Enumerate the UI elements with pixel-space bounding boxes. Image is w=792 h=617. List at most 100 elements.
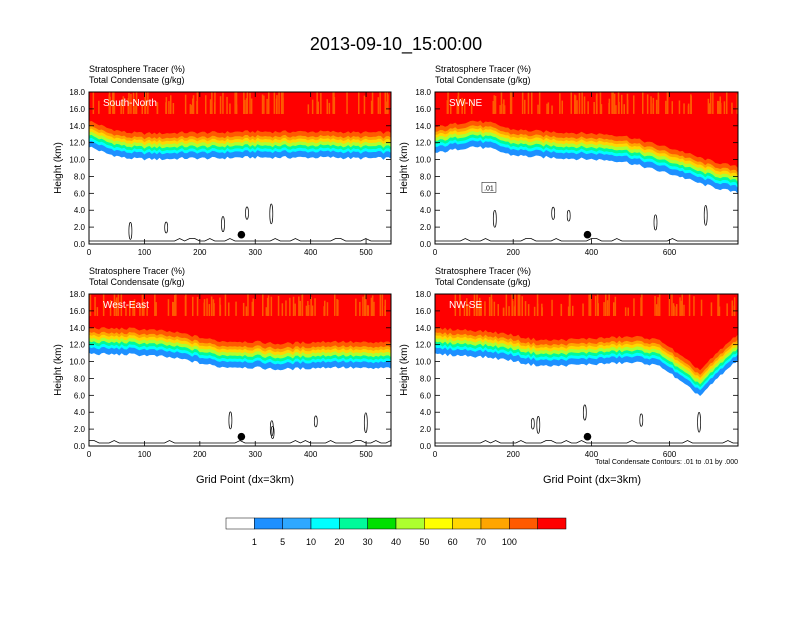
tracer-spike (310, 296, 312, 316)
tracer-spike (346, 92, 348, 114)
panel-2: Stratosphere Tracer (%)Total Condensate … (53, 266, 392, 459)
tracer-spike (461, 97, 463, 114)
y-axis-label: Height (km) (399, 142, 410, 194)
colorbar-swatch (225, 517, 255, 530)
tracer-spike (172, 103, 175, 114)
tracer-spike (250, 98, 253, 114)
colorbar: 1 5 10 20 30 40 50 60 70 100 (225, 517, 567, 547)
x-tick-label: 100 (138, 450, 152, 459)
tracer-spike (108, 94, 110, 114)
colorbar-swatch (537, 517, 567, 530)
tracer-spike (518, 294, 521, 316)
tracer-spike (358, 92, 360, 114)
tracer-spike (621, 94, 623, 114)
tracer-spike (314, 298, 316, 316)
tracer-spike (132, 92, 135, 114)
x-tick-label: 0 (433, 450, 438, 459)
tracer-spike (146, 307, 148, 316)
tracer-spike (736, 94, 738, 114)
tracer-spike (459, 294, 461, 316)
y-tick-label: 6.0 (74, 189, 86, 198)
tracer-spike (488, 297, 491, 316)
condensate-loop (582, 404, 587, 421)
tracer-spike (156, 104, 159, 114)
tracer-spike (570, 92, 572, 114)
y-tick-label: 8.0 (420, 172, 432, 181)
x-tick-label: 200 (193, 450, 207, 459)
tracer-spike (690, 95, 692, 114)
tracer-spike (307, 305, 310, 316)
tracer-spike (96, 307, 99, 316)
tracer-spike (89, 294, 92, 316)
tracer-spike (679, 297, 681, 316)
tracer-spike (133, 299, 136, 316)
tracer-spike (189, 104, 192, 114)
colorbar-swatch (367, 517, 397, 530)
y-tick-label: 6.0 (74, 391, 86, 400)
tracer-spike (278, 92, 280, 114)
tracer-spike (135, 92, 138, 114)
tracer-spike (144, 96, 147, 114)
colorbar-label: 10 (306, 537, 316, 547)
tracer-spike (370, 297, 373, 316)
tracer-spike (666, 92, 669, 114)
panel-header-line2: Total Condensate (g/kg) (435, 75, 531, 85)
tracer-spike (600, 104, 603, 114)
condensate-loop (653, 214, 658, 231)
y-tick-label: 2.0 (74, 425, 86, 434)
tracer-spike (537, 104, 539, 114)
x-tick-label: 600 (663, 450, 677, 459)
tracer-spike (379, 92, 381, 114)
tracer-spike (268, 92, 270, 114)
tracer-spike (655, 304, 658, 316)
tracer-spike (229, 103, 231, 114)
tracer-spike (211, 92, 213, 114)
tracer-spike (494, 95, 497, 114)
x-tick-label: 600 (663, 248, 677, 257)
tracer-spike (289, 297, 291, 316)
tracer-spike (130, 93, 132, 114)
y-tick-label: 10.0 (69, 358, 85, 367)
tracer-spike (112, 92, 114, 114)
tracer-spike (527, 92, 530, 114)
condensate-loop (269, 203, 274, 225)
y-tick-label: 14.0 (69, 122, 85, 131)
plot-frame (88, 293, 392, 447)
colorbar-swatch (424, 517, 453, 530)
condensate-loop (530, 417, 535, 430)
tracer-spike (524, 301, 527, 316)
tracer-spike (521, 296, 523, 316)
colorbar-label: 40 (391, 537, 401, 547)
tracer-spike (726, 92, 728, 114)
tracer-spike (533, 306, 536, 316)
tracer-spike (98, 100, 100, 114)
tracer-spike (463, 304, 466, 316)
condensate-loop (245, 206, 249, 220)
panel-header-line1: Stratosphere Tracer (%) (89, 266, 185, 276)
tracer-spike (192, 95, 195, 114)
tracer-spike (247, 294, 249, 316)
tracer-spike (627, 307, 629, 316)
tracer-spike (574, 95, 577, 114)
condensate-contour (435, 440, 738, 444)
tracer-spike (508, 306, 510, 316)
x-tick-label: 200 (193, 248, 207, 257)
y-tick-label: 0.0 (420, 442, 432, 451)
tracer-spike (731, 102, 733, 114)
tracer-spike (457, 92, 460, 114)
x-tick-label: 0 (87, 248, 92, 257)
colorbar-swatch (452, 517, 482, 530)
y-tick-label: 4.0 (420, 408, 432, 417)
tracer-spike (538, 92, 541, 114)
tracer-spike (652, 103, 654, 114)
tracer-spike (551, 299, 553, 316)
tracer-spike (683, 304, 685, 316)
y-tick-label: 18.0 (69, 290, 85, 299)
tracer-spike (307, 104, 310, 114)
tracer-spike (273, 92, 276, 114)
y-tick-label: 0.0 (74, 240, 86, 249)
tracer-spike (386, 92, 389, 114)
tracer-spike (531, 92, 533, 114)
location-marker (583, 230, 592, 239)
tracer-spike (234, 92, 236, 114)
